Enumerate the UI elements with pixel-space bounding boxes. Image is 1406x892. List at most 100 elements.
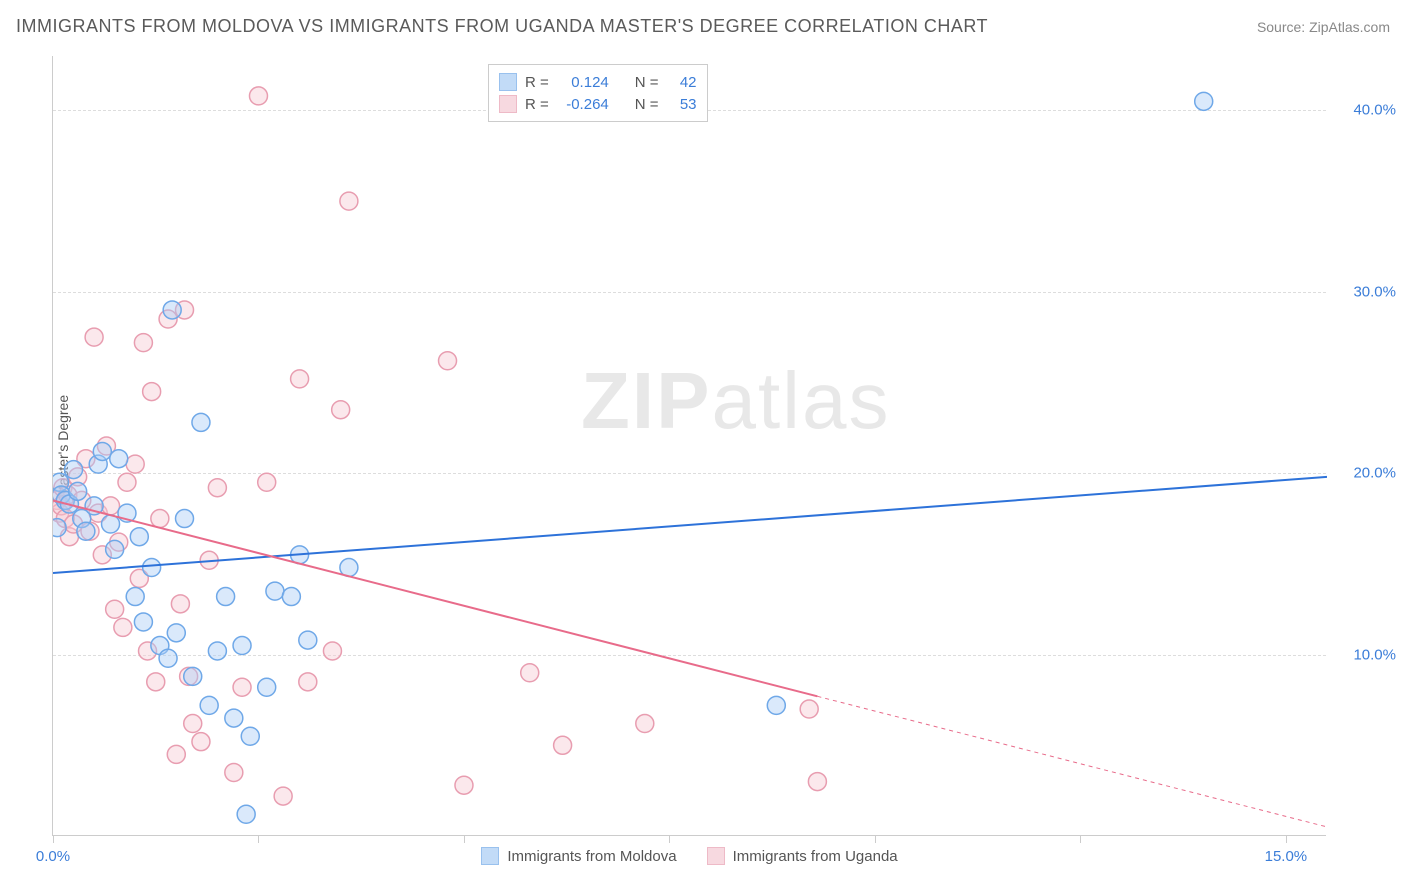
data-point — [143, 559, 161, 577]
data-point — [299, 673, 317, 691]
data-point — [323, 642, 341, 660]
data-point — [167, 624, 185, 642]
data-point — [134, 613, 152, 631]
data-point — [237, 805, 255, 823]
legend-r-value: -0.264 — [557, 96, 609, 113]
data-point — [225, 709, 243, 727]
data-point — [134, 334, 152, 352]
data-point — [114, 618, 132, 636]
legend-n-label: N = — [635, 96, 659, 113]
data-point — [233, 678, 251, 696]
data-point — [85, 328, 103, 346]
x-tick — [1286, 835, 1287, 843]
data-point — [118, 473, 136, 491]
x-tick — [464, 835, 465, 843]
legend-item: Immigrants from Uganda — [707, 847, 898, 865]
data-point — [767, 696, 785, 714]
data-point — [167, 745, 185, 763]
legend-r-value: 0.124 — [557, 74, 609, 91]
legend-swatch — [499, 95, 517, 113]
y-tick-label: 30.0% — [1336, 283, 1396, 300]
data-point — [241, 727, 259, 745]
x-tick — [258, 835, 259, 843]
data-point — [192, 413, 210, 431]
data-point — [143, 383, 161, 401]
data-point — [808, 773, 826, 791]
data-point — [208, 642, 226, 660]
data-point — [258, 678, 276, 696]
data-point — [184, 667, 202, 685]
x-tick — [669, 835, 670, 843]
data-point — [340, 192, 358, 210]
data-point — [455, 776, 473, 794]
x-tick — [1080, 835, 1081, 843]
data-point — [147, 673, 165, 691]
data-point — [102, 497, 120, 515]
data-point — [126, 588, 144, 606]
legend-item: Immigrants from Moldova — [481, 847, 676, 865]
legend-stats-row: R = -0.264 N = 53 — [499, 93, 697, 115]
legend-swatch — [499, 73, 517, 91]
data-point — [521, 664, 539, 682]
legend-swatch — [481, 847, 499, 865]
plot-area: ZIPatlas 10.0%20.0%30.0%40.0%0.0%15.0%R … — [52, 56, 1326, 836]
data-point — [554, 736, 572, 754]
data-point — [225, 764, 243, 782]
legend-series-name: Immigrants from Moldova — [507, 848, 676, 865]
data-point — [266, 582, 284, 600]
data-point — [151, 510, 169, 528]
data-point — [77, 522, 95, 540]
data-point — [217, 588, 235, 606]
legend-r-label: R = — [525, 96, 549, 113]
data-point — [233, 637, 251, 655]
data-point — [65, 461, 83, 479]
data-point — [171, 595, 189, 613]
data-point — [106, 600, 124, 618]
x-tick — [53, 835, 54, 843]
legend-stats: R = 0.124 N = 42 R = -0.264 N = 53 — [488, 64, 708, 122]
trend-line — [53, 477, 1327, 573]
y-tick-label: 40.0% — [1336, 102, 1396, 119]
legend-n-value: 53 — [667, 96, 697, 113]
data-point — [176, 510, 194, 528]
data-point — [636, 715, 654, 733]
legend-n-label: N = — [635, 74, 659, 91]
legend-swatch — [707, 847, 725, 865]
x-tick — [875, 835, 876, 843]
data-point — [291, 370, 309, 388]
scatter-svg — [53, 56, 1327, 836]
legend-stats-row: R = 0.124 N = 42 — [499, 71, 697, 93]
title-bar: IMMIGRANTS FROM MOLDOVA VS IMMIGRANTS FR… — [16, 16, 1390, 37]
data-point — [69, 482, 87, 500]
data-point — [110, 450, 128, 468]
data-point — [159, 649, 177, 667]
data-point — [258, 473, 276, 491]
data-point — [126, 455, 144, 473]
legend-n-value: 42 — [667, 74, 697, 91]
legend-series-name: Immigrants from Uganda — [733, 848, 898, 865]
data-point — [800, 700, 818, 718]
data-point — [208, 479, 226, 497]
data-point — [106, 540, 124, 558]
data-point — [184, 715, 202, 733]
data-point — [332, 401, 350, 419]
data-point — [249, 87, 267, 105]
data-point — [200, 696, 218, 714]
y-tick-label: 20.0% — [1336, 465, 1396, 482]
data-point — [299, 631, 317, 649]
trend-line-dashed — [817, 696, 1327, 827]
data-point — [274, 787, 292, 805]
data-point — [130, 528, 148, 546]
y-tick-label: 10.0% — [1336, 646, 1396, 663]
data-point — [163, 301, 181, 319]
source-label: Source: ZipAtlas.com — [1257, 19, 1390, 35]
data-point — [53, 519, 66, 537]
data-point — [93, 442, 111, 460]
chart-title: IMMIGRANTS FROM MOLDOVA VS IMMIGRANTS FR… — [16, 16, 988, 37]
legend-r-label: R = — [525, 74, 549, 91]
data-point — [439, 352, 457, 370]
legend-series: Immigrants from Moldova Immigrants from U… — [53, 847, 1326, 865]
data-point — [192, 733, 210, 751]
data-point — [1195, 92, 1213, 110]
data-point — [282, 588, 300, 606]
